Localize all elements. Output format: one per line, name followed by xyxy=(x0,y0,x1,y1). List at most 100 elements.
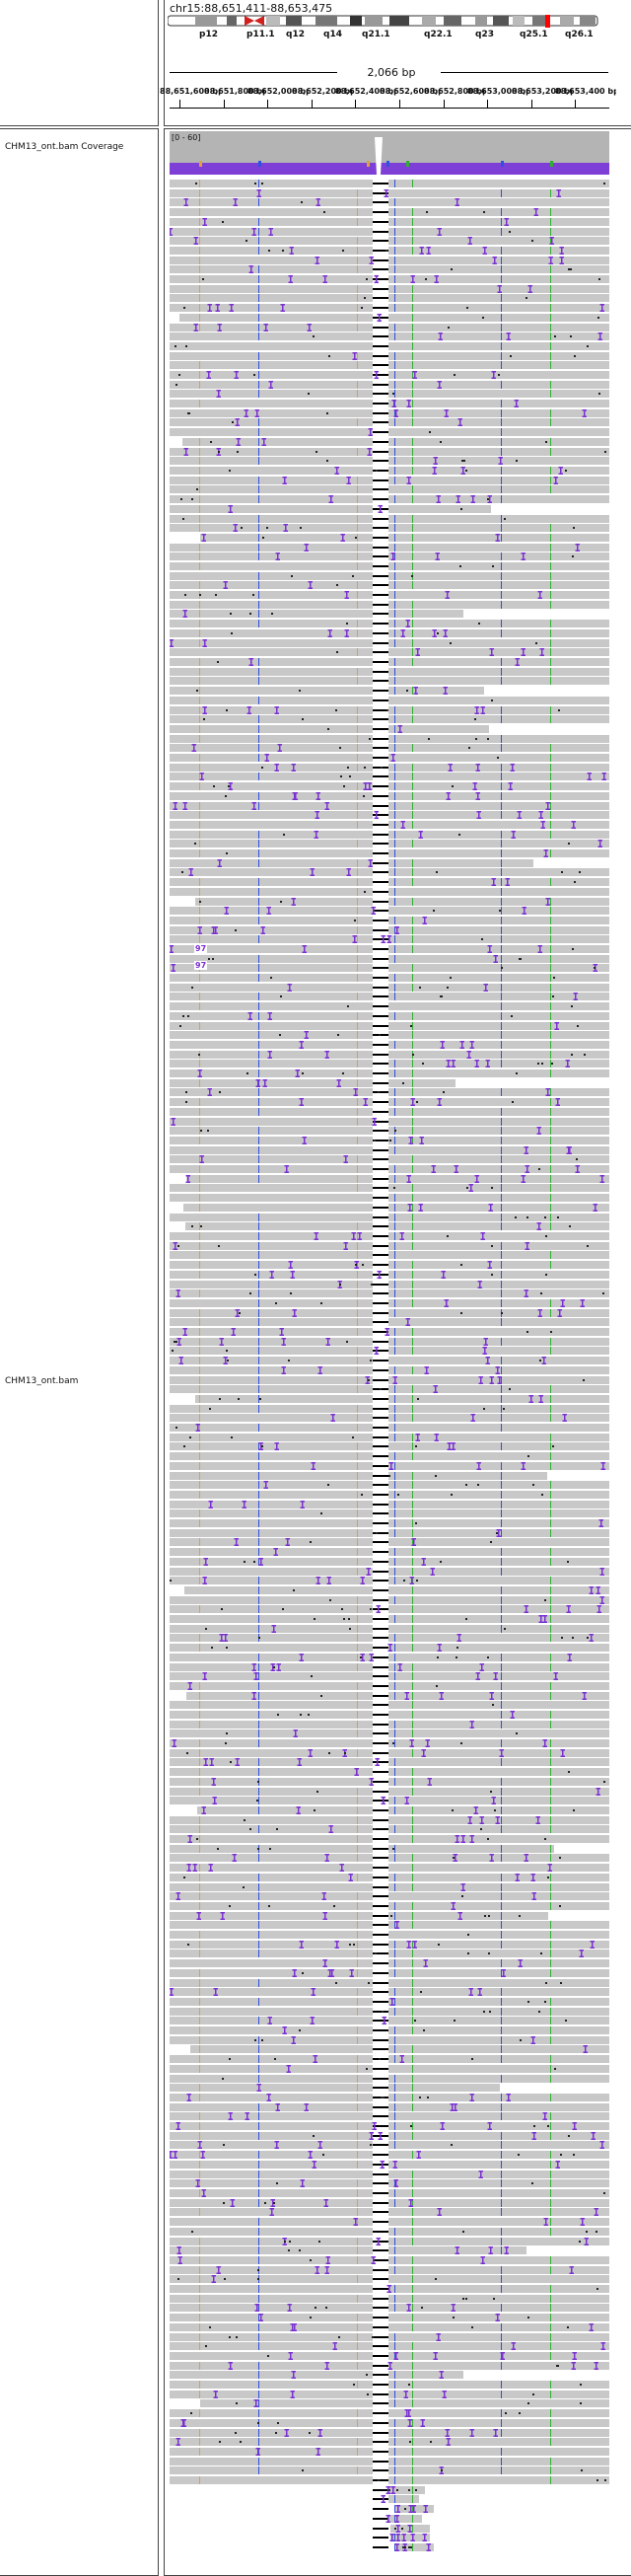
insertion-label-1[interactable]: 97 xyxy=(194,944,208,953)
insertion-mark[interactable] xyxy=(601,1596,603,1604)
insertion-mark[interactable] xyxy=(397,2534,399,2541)
insertion-mark[interactable] xyxy=(178,2246,180,2254)
read[interactable] xyxy=(170,1347,609,1355)
insertion-mark[interactable] xyxy=(477,792,479,800)
insertion-mark[interactable] xyxy=(317,2448,319,2456)
read[interactable] xyxy=(170,1654,609,1661)
insertion-mark[interactable] xyxy=(211,1758,213,1766)
insertion-mark[interactable] xyxy=(210,1501,212,1509)
insertion-mark[interactable] xyxy=(395,409,397,417)
read[interactable] xyxy=(170,1921,609,1929)
insertion-mark[interactable] xyxy=(199,926,201,934)
insertion-mark[interactable] xyxy=(331,1969,333,1977)
insertion-mark[interactable] xyxy=(277,2103,279,2111)
insertion-mark[interactable] xyxy=(392,552,394,560)
read[interactable] xyxy=(170,2017,609,2024)
insertion-mark[interactable] xyxy=(397,2505,399,2513)
insertion-mark[interactable] xyxy=(426,1366,428,1374)
read[interactable] xyxy=(170,1366,609,1374)
insertion-mark[interactable] xyxy=(250,265,252,273)
read[interactable] xyxy=(170,620,609,627)
insertion-mark[interactable] xyxy=(575,993,577,1000)
insertion-mark[interactable] xyxy=(185,198,187,206)
insertion-mark[interactable] xyxy=(264,1079,266,1087)
insertion-mark[interactable] xyxy=(292,2391,294,2398)
insertion-mark[interactable] xyxy=(290,275,292,283)
insertion-mark[interactable] xyxy=(513,831,515,839)
read[interactable] xyxy=(170,1472,547,1480)
insertion-mark[interactable] xyxy=(471,1041,473,1049)
insertion-mark[interactable] xyxy=(394,2161,396,2169)
insertion-mark[interactable] xyxy=(304,945,306,953)
read[interactable] xyxy=(170,945,609,953)
read[interactable] xyxy=(170,1577,609,1584)
insertion-mark[interactable] xyxy=(413,1538,415,1546)
read[interactable] xyxy=(170,1721,609,1729)
insertion-mark[interactable] xyxy=(435,457,437,465)
insertion-mark[interactable] xyxy=(175,1242,176,1250)
read[interactable] xyxy=(170,2055,609,2063)
read[interactable] xyxy=(170,868,609,876)
insertion-mark[interactable] xyxy=(353,1232,355,1240)
read[interactable] xyxy=(170,1711,609,1719)
read[interactable] xyxy=(170,2409,609,2417)
insertion-mark[interactable] xyxy=(345,1242,347,1250)
read[interactable] xyxy=(170,304,609,312)
insertion-mark[interactable] xyxy=(173,1118,175,1126)
insertion-mark[interactable] xyxy=(456,1165,457,1173)
read[interactable] xyxy=(170,1988,609,1996)
insertion-mark[interactable] xyxy=(425,2505,427,2513)
read[interactable] xyxy=(170,2171,609,2178)
read[interactable] xyxy=(170,2179,609,2187)
insertion-mark[interactable] xyxy=(378,1605,380,1613)
read[interactable] xyxy=(170,1251,609,1259)
read[interactable] xyxy=(170,2419,609,2427)
insertion-mark[interactable] xyxy=(310,1749,312,1757)
insertion-mark[interactable] xyxy=(204,1577,206,1584)
insertion-mark[interactable] xyxy=(545,2218,547,2226)
read[interactable] xyxy=(170,1424,609,1432)
read[interactable] xyxy=(170,1328,609,1336)
insertion-mark[interactable] xyxy=(319,1366,321,1374)
insertion-mark[interactable] xyxy=(334,2342,336,2350)
insertion-mark[interactable] xyxy=(476,1060,478,1067)
read[interactable] xyxy=(170,1979,609,1987)
insertion-mark[interactable] xyxy=(270,381,272,389)
insertion-mark[interactable] xyxy=(539,945,541,953)
read[interactable] xyxy=(170,1950,609,1957)
insertion-mark[interactable] xyxy=(184,802,186,810)
insertion-mark[interactable] xyxy=(236,371,238,379)
insertion-mark[interactable] xyxy=(447,591,449,599)
insertion-mark[interactable] xyxy=(458,1634,460,1642)
read[interactable] xyxy=(170,1462,609,1470)
insertion-mark[interactable] xyxy=(497,1366,499,1374)
insertion-mark[interactable] xyxy=(526,1605,527,1613)
insertion-mark[interactable] xyxy=(427,1739,429,1747)
insertion-mark[interactable] xyxy=(406,1797,408,1804)
read[interactable] xyxy=(170,1739,609,1747)
insertion-mark[interactable] xyxy=(456,1835,458,1843)
insertion-mark[interactable] xyxy=(547,898,549,906)
read[interactable] xyxy=(170,2275,609,2283)
read[interactable] xyxy=(170,1289,609,1297)
read[interactable] xyxy=(170,1155,609,1163)
read[interactable] xyxy=(170,1625,609,1633)
insertion-mark[interactable] xyxy=(555,1672,557,1680)
insertion-mark[interactable] xyxy=(453,2304,455,2312)
insertion-mark[interactable] xyxy=(540,811,542,819)
insertion-mark[interactable] xyxy=(265,1481,267,1489)
insertion-mark[interactable] xyxy=(218,390,220,398)
insertion-mark[interactable] xyxy=(257,2448,259,2456)
insertion-mark[interactable] xyxy=(497,534,499,542)
insertion-mark[interactable] xyxy=(484,247,486,255)
read[interactable] xyxy=(170,2429,609,2437)
insertion-mark[interactable] xyxy=(455,1854,456,1862)
insertion-mark[interactable] xyxy=(495,2429,497,2437)
insertion-mark[interactable] xyxy=(392,2486,394,2494)
read[interactable] xyxy=(170,505,491,513)
insertion-mark[interactable] xyxy=(202,2151,204,2159)
read[interactable] xyxy=(170,581,609,589)
insertion-mark[interactable] xyxy=(586,2238,588,2245)
read[interactable] xyxy=(170,878,609,886)
insertion-mark[interactable] xyxy=(288,2065,290,2073)
